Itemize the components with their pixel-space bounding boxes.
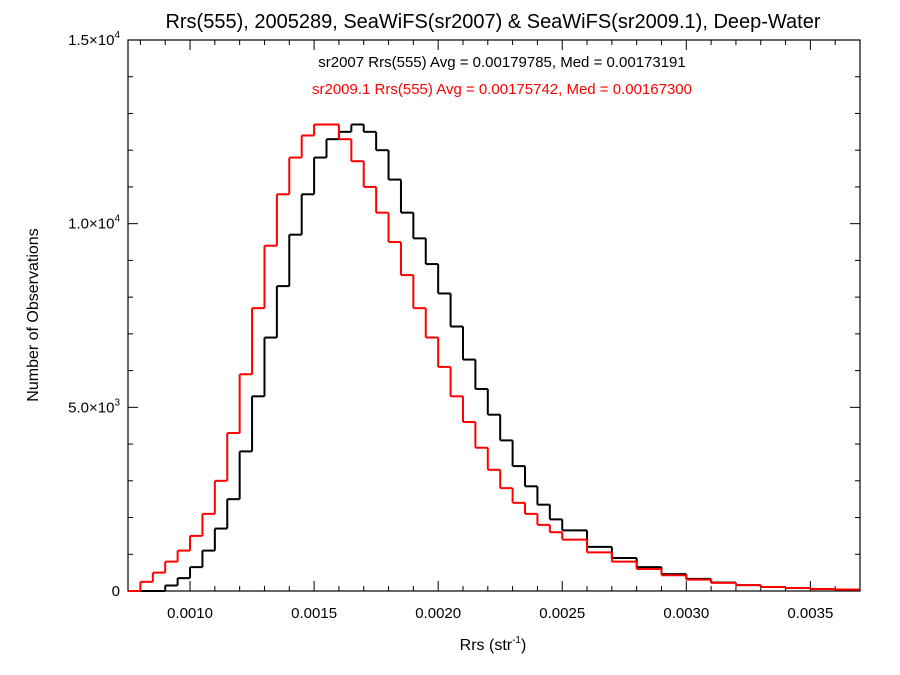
x-tick-label: 0.0015: [291, 605, 337, 622]
x-axis-tick-labels: 0.0010 0.0015 0.0020 0.0025 0.0030 0.0035: [167, 605, 833, 622]
y-tick-label: 1.5×104: [68, 30, 120, 49]
y-tick-exponent: 4: [114, 214, 120, 225]
annotation-sr2007: sr2007 Rrs(555) Avg = 0.00179785, Med = …: [318, 54, 686, 71]
x-axis-label: Rrs (str-1): [460, 635, 527, 654]
series-layer: [128, 123, 860, 592]
x-axis-label-main: Rrs (str: [460, 637, 513, 654]
chart-title: Rrs(555), 2005289, SeaWiFS(sr2007) & Sea…: [165, 11, 820, 33]
x-tick-label: 0.0010: [167, 605, 213, 622]
y-tick-exponent: 4: [114, 30, 120, 41]
series-sr2009-1: [128, 123, 860, 592]
x-tick-label: 0.0025: [539, 605, 585, 622]
y-tick-mantissa: 5.0×10: [68, 399, 114, 416]
y-tick-mantissa: 1.5×10: [68, 32, 114, 49]
y-tick-exponent: 3: [114, 397, 120, 408]
x-tick-label: 0.0020: [415, 605, 461, 622]
annotation-sr2009: sr2009.1 Rrs(555) Avg = 0.00175742, Med …: [312, 81, 692, 98]
x-axis-ticks: [139, 40, 861, 591]
series-sr2007: [128, 123, 860, 592]
x-axis-label-end: ): [521, 637, 526, 654]
y-tick-label: 0: [112, 583, 120, 600]
x-axis-label-sup: -1: [512, 635, 521, 646]
y-tick-label: 5.0×103: [68, 397, 120, 416]
y-tick-label: 1.0×104: [68, 214, 120, 233]
y-tick-mantissa: 0: [112, 583, 120, 600]
plot-frame: [127, 39, 861, 592]
y-axis-label: Number of Observations: [25, 228, 42, 401]
y-tick-mantissa: 1.0×10: [68, 216, 114, 233]
y-axis-ticks: [128, 39, 860, 592]
x-tick-label: 0.0035: [787, 605, 833, 622]
x-tick-label: 0.0030: [663, 605, 709, 622]
